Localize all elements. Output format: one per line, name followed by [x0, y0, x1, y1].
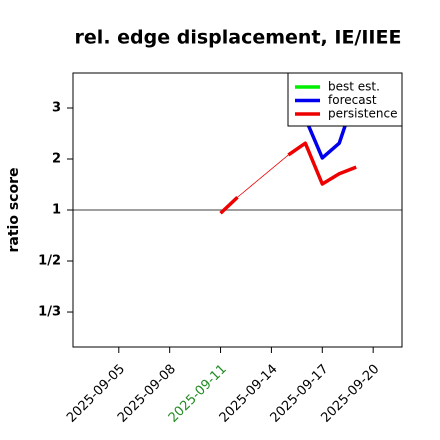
legend-label: persistence	[328, 107, 397, 121]
y-tick-label: 2	[52, 151, 61, 166]
series-line	[219, 195, 239, 215]
series-line	[287, 141, 357, 186]
y-tick-label: 1	[52, 203, 61, 218]
y-tick-label: 1/2	[38, 254, 61, 269]
gap-connector	[237, 154, 289, 198]
chart-title: rel. edge displacement, IE/IIEE	[75, 27, 402, 49]
legend-label: forecast	[328, 93, 377, 107]
y-tick-label: 3	[52, 100, 61, 115]
legend-label: best est.	[328, 80, 380, 94]
y-axis-label: ratio score	[6, 168, 22, 253]
y-tick-label: 1/3	[38, 305, 61, 320]
